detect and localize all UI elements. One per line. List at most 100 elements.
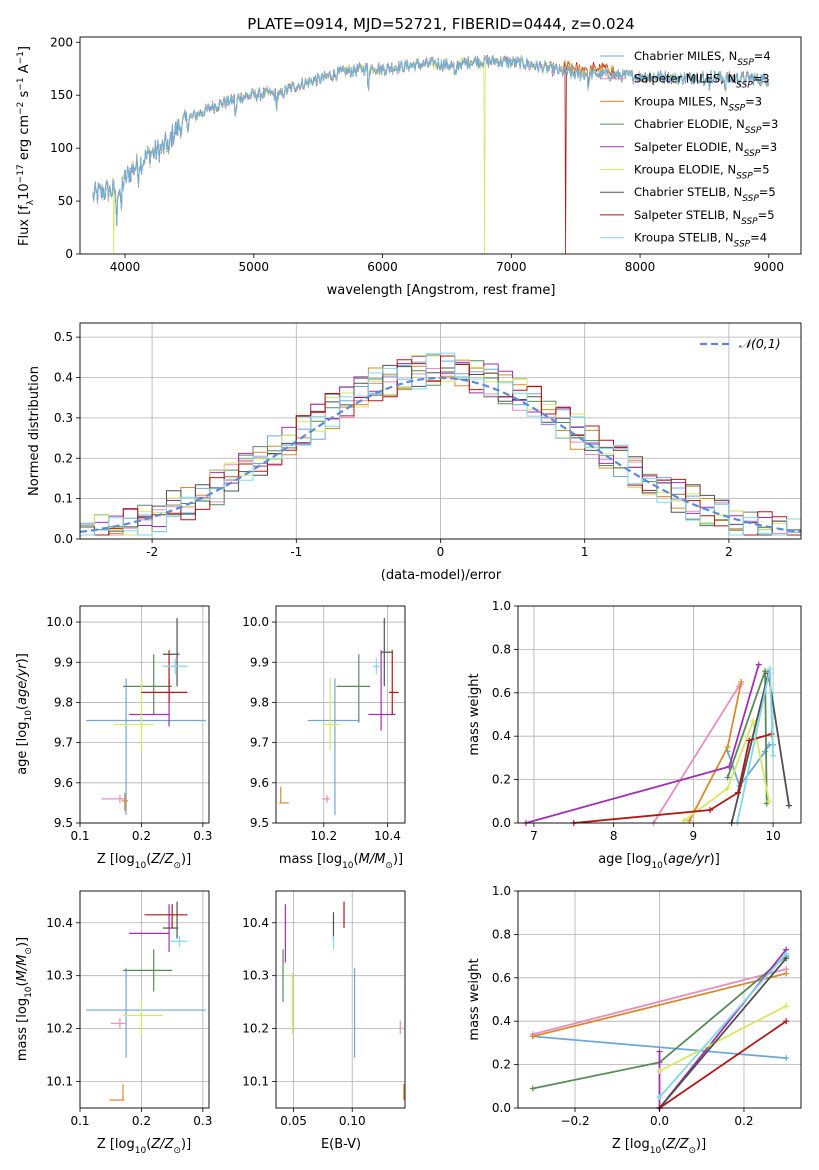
axes: 0.05 0.10 10.1 10.2 10.3 10.4 E(B-V) <box>242 890 406 1152</box>
histogram-step-8 <box>80 352 801 536</box>
y-tick-label: 9.5 <box>54 816 73 830</box>
y-axis-label: Normed distribution <box>27 366 42 496</box>
y-axis-label: mass [log10(M/M⊙)] <box>15 937 34 1061</box>
y-axis-label: age [log10(age/yr)] <box>15 653 34 775</box>
weight-marker <box>746 737 753 744</box>
y-tick-label: 9.8 <box>54 695 73 709</box>
weight-marker <box>783 1055 790 1062</box>
y-tick-label: 50 <box>58 194 73 208</box>
legend-entry: Kroupa MILES, NSSP=3 <box>634 94 762 113</box>
y-tick-label: 9.7 <box>250 736 269 750</box>
x-tick-label: 10 <box>765 829 780 843</box>
plot-data <box>86 618 206 815</box>
x-axis-label: E(B-V) <box>321 1137 361 1152</box>
plot-data <box>522 661 793 826</box>
x-tick-label: 0.1 <box>70 829 89 843</box>
x-axis-label: wavelength [Angstrom, rest frame] <box>327 283 556 298</box>
axes-frame <box>275 890 406 1109</box>
x-axis-label: mass [log10(M/M⊙)] <box>279 852 403 871</box>
weight-marker <box>724 774 731 781</box>
weight-marker <box>529 1033 536 1040</box>
x-tick-label: −0.2 <box>560 1114 589 1128</box>
x-tick-label: 6000 <box>367 260 398 274</box>
plot-data <box>282 901 405 1101</box>
y-tick-label: 0.0 <box>54 532 73 546</box>
legend: 𝒩(0,1) <box>700 336 781 351</box>
y-tick-label: 0.6 <box>492 686 511 700</box>
y-tick-label: 0.0 <box>492 816 511 830</box>
y-tick-label: 0.5 <box>54 330 73 344</box>
legend-entry: Salpeter ELODIE, NSSP=3 <box>634 140 777 159</box>
x-tick-label: 8 <box>610 829 618 843</box>
x-tick-label: 10.2 <box>310 829 337 843</box>
y-tick-label: 10.2 <box>242 1022 269 1036</box>
y-tick-label: 0.4 <box>492 1014 511 1028</box>
y-tick-label: 100 <box>50 141 73 155</box>
plot-data <box>79 352 802 536</box>
axes: -2 -1 0 1 2 0.0 0.1 0.2 0.3 0.4 0.5 𝒩(0,1) (data-mod… <box>27 322 802 583</box>
weight-marker <box>783 1018 790 1025</box>
y-tick-label: 10.3 <box>46 969 73 983</box>
legend-entry: Chabrier ELODIE, NSSP=3 <box>634 117 778 136</box>
plot-data <box>92 54 770 255</box>
x-tick-label: 10.4 <box>374 829 401 843</box>
weight-marker <box>762 748 769 755</box>
y-tick-label: 9.7 <box>54 736 73 750</box>
x-tick-label: 0.3 <box>193 1114 212 1128</box>
x-tick-label: 9000 <box>754 260 785 274</box>
y-tick-label: 9.8 <box>250 695 269 709</box>
axes: 0.1 0.2 0.3 10.1 10.2 10.3 10.4 Z [log10(Z/Z⊙)]… <box>15 890 212 1156</box>
y-tick-label: 200 <box>50 35 73 49</box>
weight-marker <box>656 1048 663 1055</box>
plot-data <box>279 618 399 815</box>
plot-data <box>86 901 206 1101</box>
weight-marker <box>786 802 793 809</box>
plot-area <box>80 891 209 1108</box>
weight-marker <box>656 1094 663 1101</box>
residual-histogram-panel: -2 -1 0 1 2 0.0 0.1 0.2 0.3 0.4 0.5 𝒩(0,1) (data-mod… <box>27 322 802 583</box>
x-tick-label: -2 <box>146 545 158 559</box>
plot-area <box>276 891 405 1108</box>
x-axis-label: Z [log10(Z/Z⊙)] <box>612 1137 706 1156</box>
y-tick-label: 10.0 <box>46 615 73 629</box>
weight-marker <box>735 789 742 796</box>
y-tick-label: 0.4 <box>492 729 511 743</box>
y-tick-label: 10.4 <box>242 916 269 930</box>
y-tick-label: 0.8 <box>492 927 511 941</box>
axes-frame <box>275 605 406 824</box>
x-tick-label: -1 <box>290 545 302 559</box>
weight-marker <box>755 661 762 668</box>
x-tick-label: 0.2 <box>132 1114 151 1128</box>
y-tick-label: 9.9 <box>54 655 73 669</box>
axes: 10.2 10.4 9.5 9.6 9.7 9.8 9.9 10.0 mass [log10(M… <box>242 605 406 871</box>
y-tick-label: 10.3 <box>242 969 269 983</box>
grid <box>276 891 405 1108</box>
axes: 4000 5000 6000 7000 8000 9000 0 50 100 150 200 Flux… <box>16 35 802 298</box>
axes: 7 8 9 10 0.0 0.2 0.4 0.6 0.8 1.0 mass weight age [l… <box>467 599 802 871</box>
y-tick-label: 150 <box>50 88 73 102</box>
axes-frame <box>79 605 210 824</box>
weight-vs-metallicity-panel: −0.2 0.0 0.2 0.0 0.2 0.4 0.6 0.8 1.0 mass weight Z… <box>467 884 802 1156</box>
y-tick-label: 9.6 <box>54 776 73 790</box>
weight-marker <box>762 668 769 675</box>
plot-data <box>529 946 790 1111</box>
mass-vs-ebv-panel: 0.05 0.10 10.1 10.2 10.3 10.4 E(B-V) <box>242 890 406 1152</box>
legend-entry: Kroupa ELODIE, NSSP=5 <box>634 163 770 182</box>
legend-entry: Salpeter STELIB, NSSP=5 <box>634 208 775 227</box>
y-tick-label: 10.0 <box>242 615 269 629</box>
normal-curve <box>79 376 802 533</box>
weight-line <box>658 953 787 1098</box>
y-tick-label: 9.6 <box>250 776 269 790</box>
y-tick-label: 0.2 <box>492 1058 511 1072</box>
weight-line <box>683 717 770 822</box>
axes: 0.1 0.2 0.3 9.5 9.6 9.7 9.8 9.9 10.0 Z [log10(Z/Z… <box>15 605 212 871</box>
legend-entry: Chabrier MILES, NSSP=4 <box>634 49 771 68</box>
x-tick-label: 8000 <box>625 260 656 274</box>
y-tick-label: 0.0 <box>492 1101 511 1115</box>
age-vs-mass-panel: 10.2 10.4 9.5 9.6 9.7 9.8 9.9 10.0 mass [log10(M… <box>242 605 406 871</box>
weight-marker <box>726 763 733 770</box>
histogram-step-7 <box>80 355 801 536</box>
legend-entry: Kroupa STELIB, NSSP=4 <box>634 231 767 250</box>
figure-title: PLATE=0914, MJD=52721, FIBERID=0444, z=0… <box>247 15 634 33</box>
